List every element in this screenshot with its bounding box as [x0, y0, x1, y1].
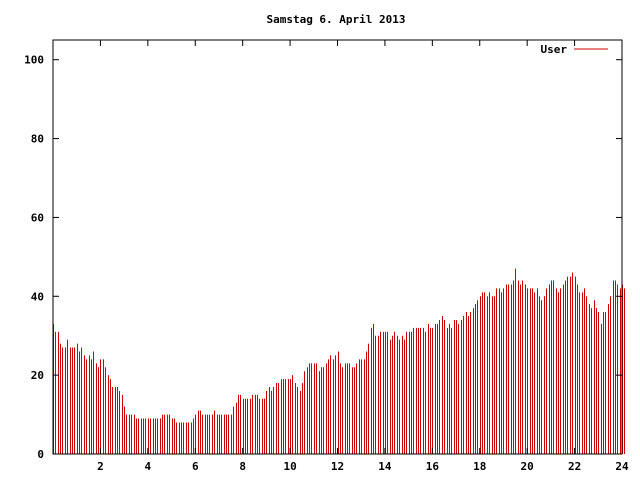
- bars-layer: [53, 268, 625, 454]
- x-tick-label: 2: [97, 460, 104, 473]
- legend: User: [541, 43, 608, 56]
- x-tick-label: 20: [521, 460, 534, 473]
- x-tick-label: 10: [283, 460, 296, 473]
- x-tick-label: 22: [568, 460, 581, 473]
- chart-title: Samstag 6. April 2013: [266, 13, 405, 26]
- x-tick-label: 18: [473, 460, 486, 473]
- x-tick-label: 8: [239, 460, 246, 473]
- plot-frame: [52, 39, 623, 455]
- x-tick-label: 16: [426, 460, 440, 473]
- y-tick-label: 0: [37, 448, 44, 461]
- x-tick-label: 12: [331, 460, 344, 473]
- legend-label-user: User: [541, 43, 568, 56]
- y-tick-label: 40: [31, 290, 44, 303]
- y-tick-label: 60: [31, 211, 44, 224]
- x-tick-label: 6: [192, 460, 199, 473]
- y-tick-label: 80: [31, 133, 44, 146]
- x-tick-label: 14: [378, 460, 392, 473]
- y-tick-label: 20: [31, 369, 44, 382]
- y-tick-label: 100: [24, 54, 44, 67]
- x-tick-label: 4: [145, 460, 152, 473]
- x-tick-label: 24: [615, 460, 629, 473]
